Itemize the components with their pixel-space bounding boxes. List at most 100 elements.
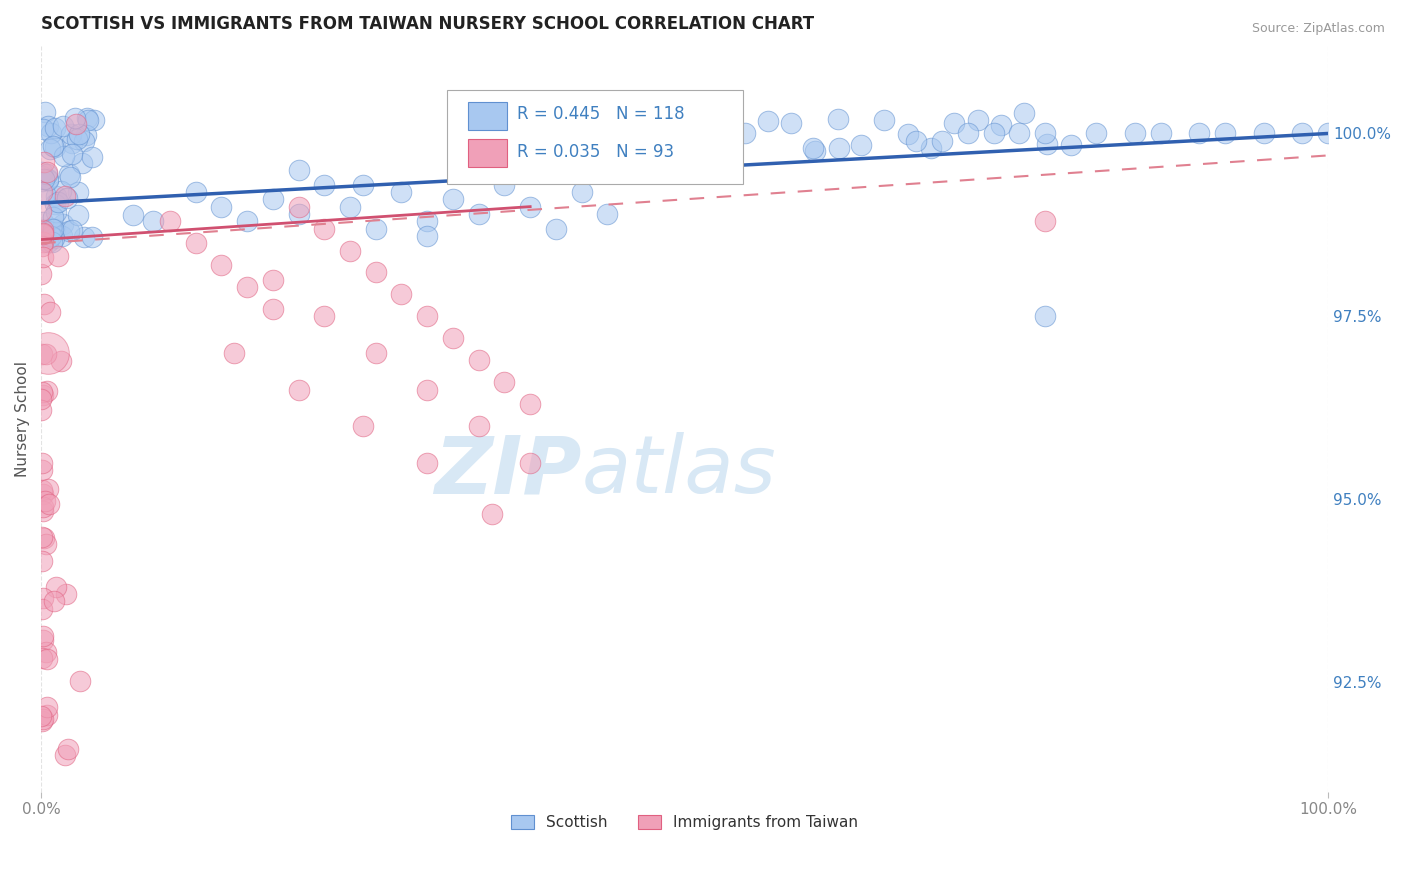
Point [32,388,55,402]
Point [571,112,593,126]
Point [467,353,489,368]
Point [34,104,56,119]
Point [34,186,56,201]
Point [121,208,143,222]
Point [32,629,55,643]
Point [31,222,53,236]
Point [364,221,387,235]
Point [44,222,66,236]
Point [571,185,593,199]
Point [60,136,83,150]
Point [45,580,67,594]
Legend: Scottish, Immigrants from Taiwan: Scottish, Immigrants from Taiwan [505,809,865,837]
Point [32,712,55,726]
Point [34,493,56,508]
Point [983,127,1005,141]
Point [1317,127,1340,141]
Text: atlas: atlas [582,432,776,510]
Point [184,185,207,199]
Point [314,221,336,235]
FancyBboxPatch shape [468,102,508,130]
Point [41,235,63,249]
Point [1123,127,1146,141]
Point [42,211,65,225]
Point [1253,127,1275,141]
Point [688,116,710,130]
Text: ZIP: ZIP [434,432,582,510]
Point [42,138,65,153]
Point [59,127,82,141]
Point [467,207,489,221]
Point [617,142,640,156]
Point [31,554,53,568]
Point [593,108,616,122]
Point [30,709,52,723]
Point [352,419,374,434]
Point [352,178,374,192]
Point [339,244,361,258]
Point [58,224,80,238]
Point [314,310,336,324]
Point [35,645,58,659]
Point [664,136,686,150]
Point [38,497,60,511]
Point [287,207,309,221]
Point [31,185,53,199]
Point [82,150,104,164]
Point [416,228,439,243]
Point [494,178,516,192]
Point [920,141,942,155]
Point [990,118,1012,132]
FancyBboxPatch shape [468,139,508,168]
Point [1036,137,1059,152]
Point [67,128,90,142]
Point [236,214,259,228]
Point [287,383,309,397]
Point [42,594,65,608]
Point [75,128,97,142]
Point [640,124,662,138]
Point [38,305,60,319]
Point [31,165,53,179]
Point [55,188,77,202]
Point [31,530,53,544]
Point [31,174,53,188]
Point [42,221,65,235]
Point [44,197,66,211]
Point [70,156,93,170]
Point [364,265,387,279]
Point [287,163,309,178]
FancyBboxPatch shape [447,90,742,184]
Point [31,121,53,136]
Point [32,297,55,311]
Point [209,258,232,272]
Point [72,134,94,148]
Point [38,142,60,156]
Point [1033,310,1056,324]
Point [827,112,849,126]
Point [519,397,541,411]
Point [35,384,58,398]
Point [262,301,284,316]
Point [76,112,98,126]
Point [780,116,803,130]
Point [60,223,83,237]
Point [80,230,103,244]
Point [31,651,53,665]
Point [416,383,439,397]
Point [224,346,246,360]
Point [73,230,96,244]
Point [31,483,53,497]
Point [905,134,928,148]
Point [710,147,733,161]
Point [416,214,439,228]
Point [32,591,55,605]
Point [32,154,55,169]
Point [31,347,53,361]
Point [32,172,55,186]
Point [46,194,69,209]
Point [37,346,59,360]
Point [734,126,756,140]
Point [966,112,988,127]
Point [60,147,83,161]
